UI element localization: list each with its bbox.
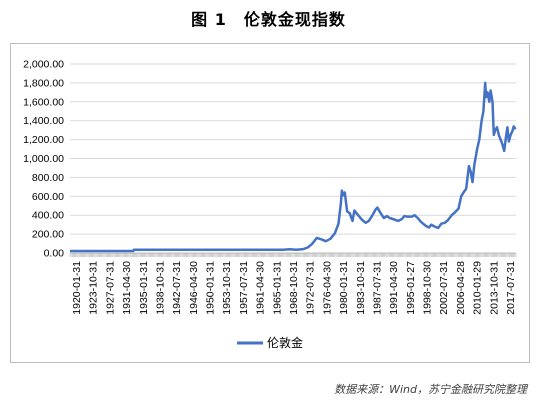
x-tick-label: 1935-01-31 [138,261,150,315]
x-tick-label: 2002-07-31 [438,261,450,315]
y-tick-label: 800.00 [32,172,64,184]
chart-frame [10,43,530,363]
x-tick-label: 1961-04-30 [255,261,267,315]
x-tick-label: 1965-01-31 [271,261,283,315]
chart-title: 图 1 伦敦金现指数 [191,10,346,29]
x-tick-label: 1995-01-27 [405,261,417,315]
y-tick-label: 1,800.00 [23,77,64,89]
y-axis: 0.00 200.00 400.00 600.00 800.00 1,000.00 1,20… [23,59,64,260]
y-tick-label: 1,600.00 [23,96,64,108]
y-tick-label: 0.00 [44,248,65,260]
y-tick-label: 600.00 [32,191,64,203]
source-note: 数据来源：Wind，苏宁金融研究院整理 [334,383,527,396]
x-tick-label: 1957-07-31 [238,261,250,315]
legend-label: 伦敦金 [267,335,303,350]
x-tick-label: 1923-10-31 [88,261,100,315]
x-tick-label: 1980-01-31 [338,261,350,315]
x-tick-label: 1931-04-30 [121,261,133,315]
x-tick-label: 1938-10-31 [154,261,166,315]
x-tick-label: 1920-01-31 [71,261,83,315]
x-tick-label: 1976-04-30 [321,261,333,315]
x-tick-label: 2013-10-31 [488,261,500,315]
y-tick-label: 1,000.00 [23,153,64,165]
x-tick-label: 1987-07-31 [371,261,383,315]
x-tick-label: 1942-07-31 [171,261,183,315]
series-line [70,81,517,253]
y-tick-label: 400.00 [32,210,64,222]
x-tick-label: 1953-10-31 [221,261,233,315]
x-tick-label: 1972-07-31 [305,261,317,315]
y-tick-label: 200.00 [32,229,64,241]
gridlines [70,63,516,235]
x-tick-label: 1946-04-30 [188,261,200,315]
x-tick-label: 1950-01-31 [205,261,217,315]
x-tick-label: 1983-10-31 [355,261,367,315]
x-tick-label: 1927-07-31 [104,261,116,315]
x-axis: 1920-01-31 1923-10-31 1927-07-31 1931-04-30… [69,252,517,315]
x-tick-label: 1968-10-31 [288,261,300,315]
x-tick-label: 2010-01-29 [472,261,484,315]
x-tick-label: 1991-04-30 [388,261,400,315]
y-tick-label: 2,000.00 [23,59,64,71]
x-tick-label: 2017-07-31 [505,261,517,315]
y-tick-label: 1,400.00 [23,115,64,127]
x-tick-label: 2006-04-28 [455,261,467,315]
y-tick-label: 1,200.00 [23,134,64,146]
plot-area [70,81,517,253]
x-tick-label: 1998-10-30 [422,261,434,315]
legend: 伦敦金 [237,335,303,350]
